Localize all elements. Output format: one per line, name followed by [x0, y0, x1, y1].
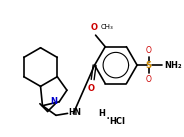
Text: S: S: [146, 61, 152, 70]
Text: O: O: [146, 75, 152, 84]
Text: N: N: [50, 97, 57, 106]
Text: CH₃: CH₃: [100, 24, 113, 30]
Text: O: O: [87, 84, 94, 93]
Text: O: O: [146, 46, 152, 55]
Text: NH₂: NH₂: [164, 61, 182, 70]
Text: O: O: [91, 23, 98, 32]
Text: HN: HN: [68, 108, 82, 117]
Text: HCl: HCl: [109, 117, 125, 126]
Text: ·: ·: [106, 112, 110, 126]
Text: H: H: [98, 109, 105, 118]
